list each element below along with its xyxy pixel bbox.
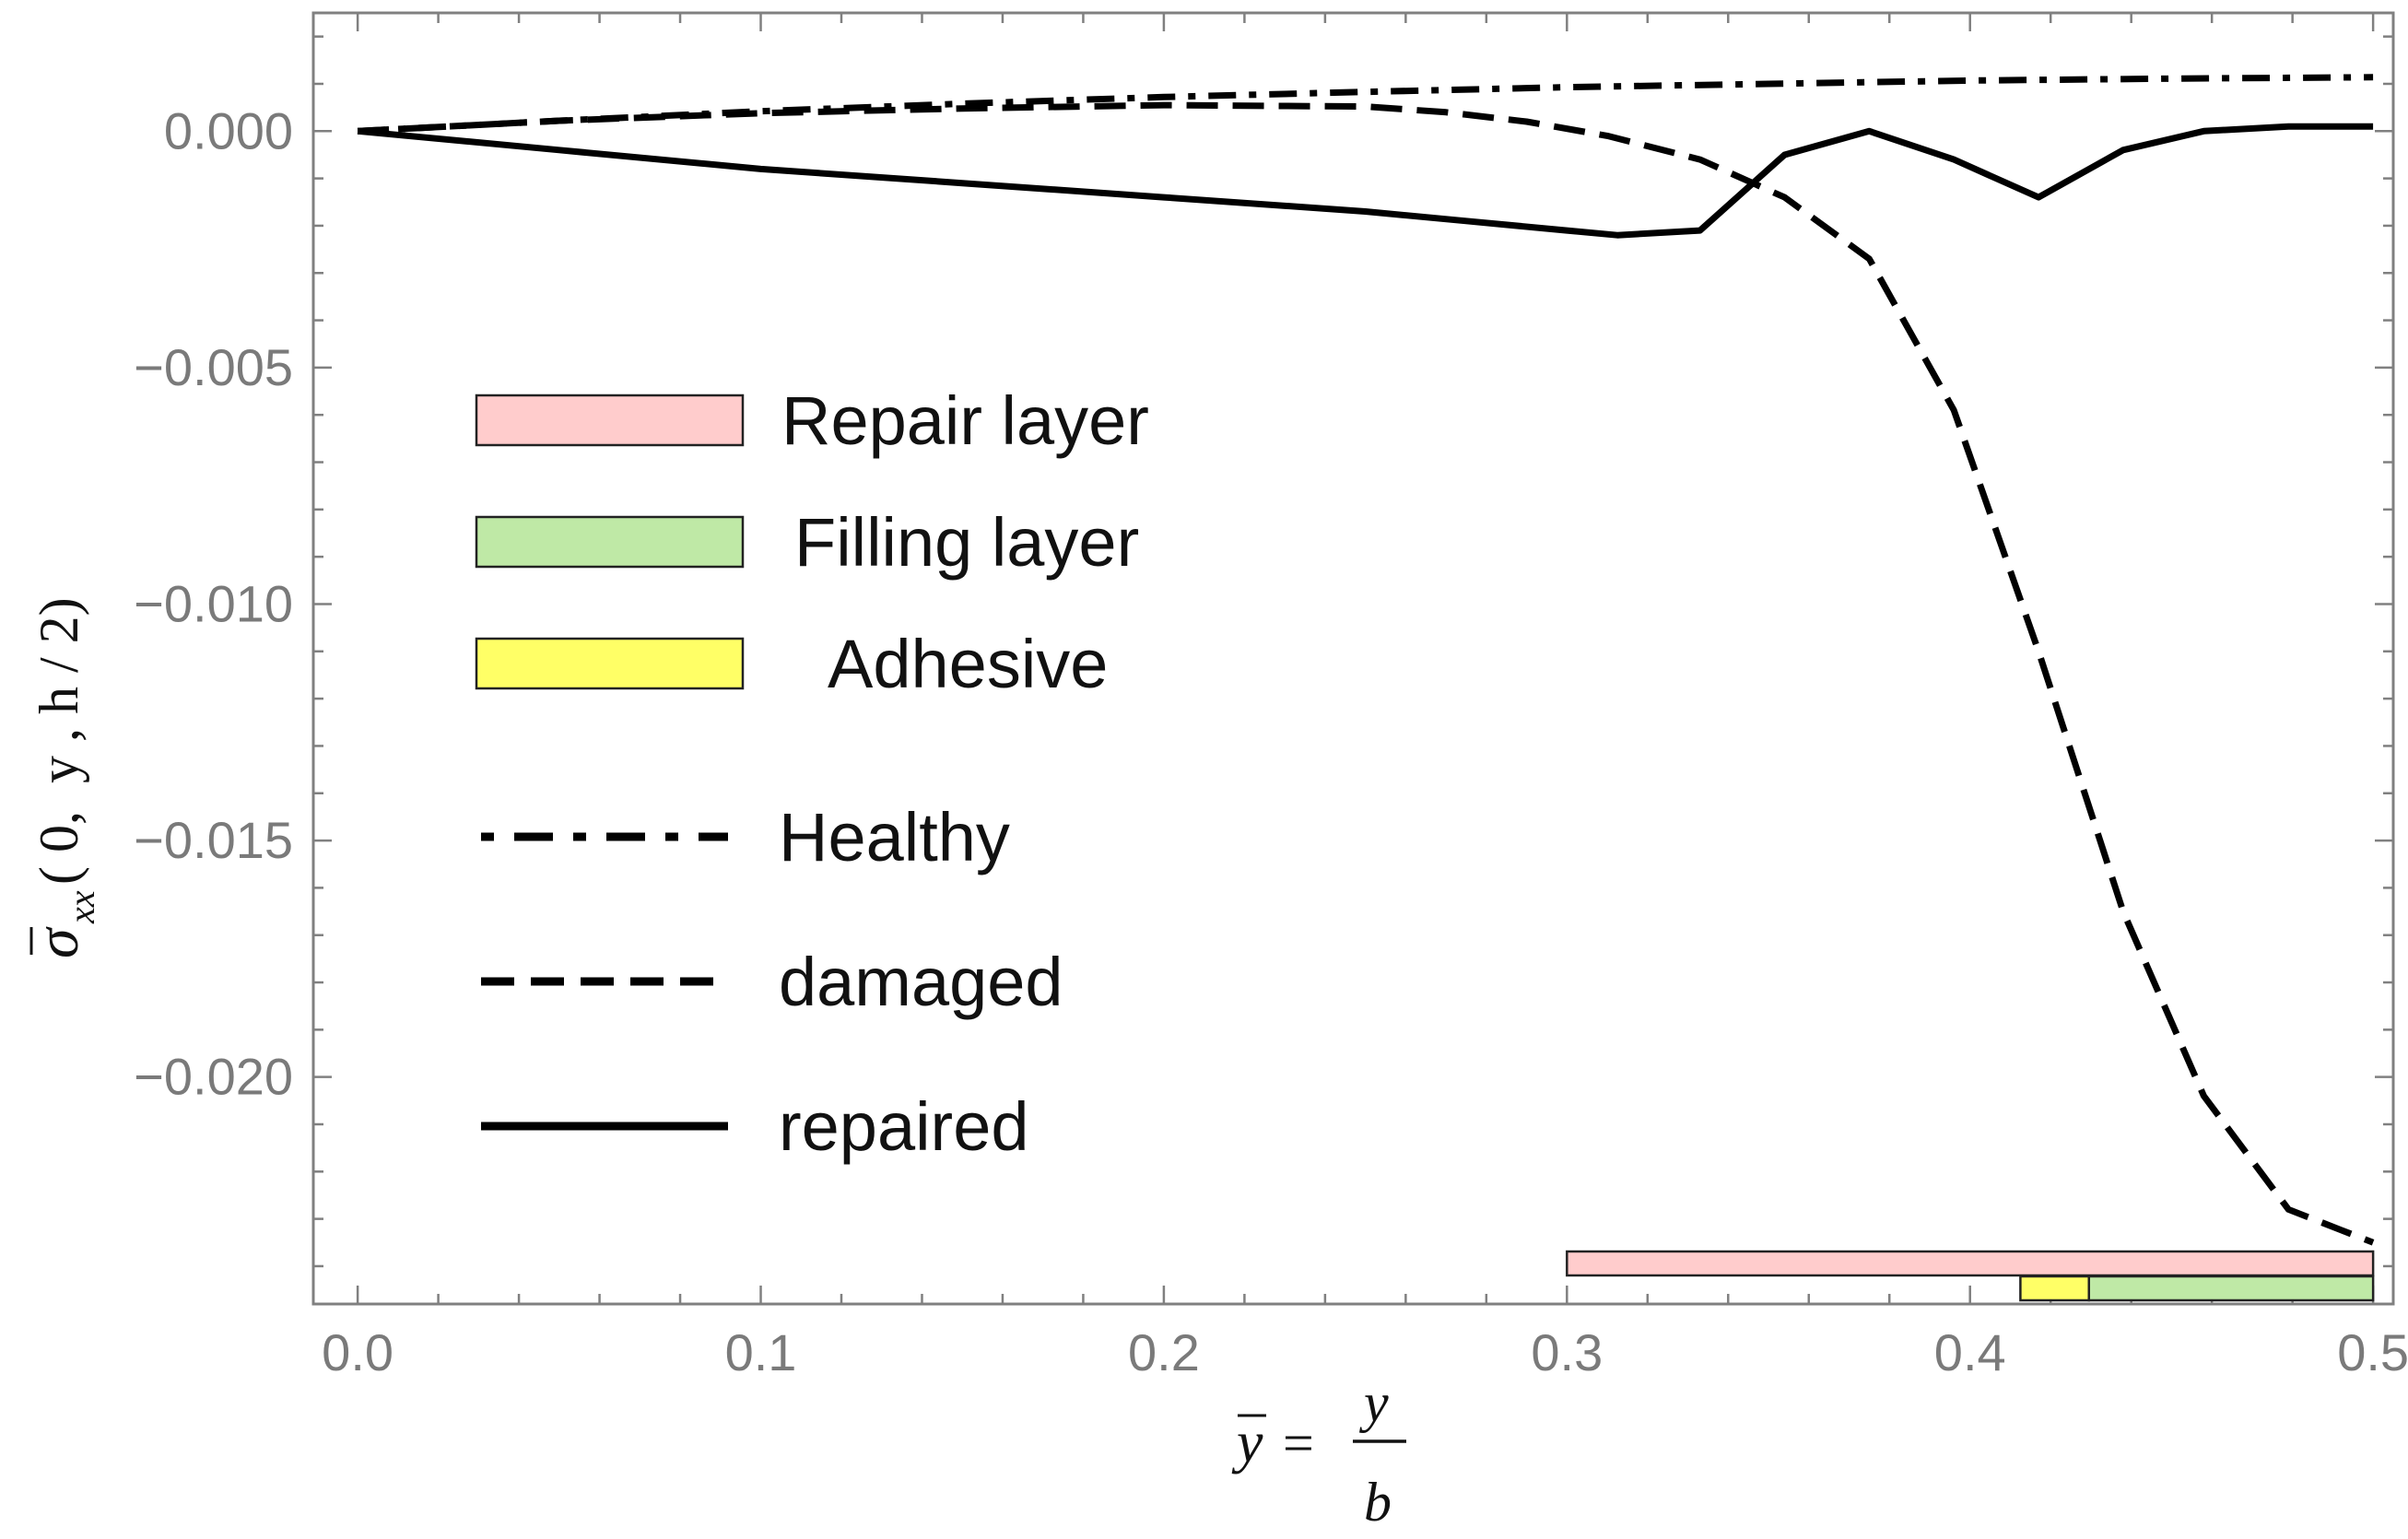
x-axis-label-ybar: y [1231, 1409, 1263, 1474]
plot-border [311, 11, 2395, 1306]
x-axis-label-denominator: b [1364, 1472, 1392, 1533]
legend-label-damaged: damaged [779, 944, 1063, 1020]
layer-bars [1566, 1250, 2375, 1302]
y-axis-label-sigma: σ [24, 926, 91, 958]
x-tick-label: 0.4 [1934, 1323, 2006, 1381]
y-axis-label: σ xx ( 0, y , h / 2) [24, 597, 102, 958]
axis-labels: y = y b σ xx ( 0, y , h / 2) [24, 597, 1406, 1533]
x-tick-label: 0.3 [1531, 1323, 1603, 1381]
legend-label-adhesive: Adhesive [828, 626, 1108, 702]
y-tick-label: −0.015 [134, 811, 293, 869]
x-tick-label: 0.5 [2337, 1323, 2408, 1381]
x-axis-label-equals: = [1283, 1413, 1314, 1474]
series-lines [357, 74, 2375, 1246]
y-tick-label: −0.005 [134, 338, 293, 396]
y-tick-label: −0.010 [134, 574, 293, 632]
legend-label-repaired: repaired [779, 1088, 1029, 1165]
bar-repair-layer [1566, 1250, 2375, 1277]
y-axis-label-subscript: xx [61, 890, 102, 924]
legend: Repair layer Filling layer Adhesive Healthy… [475, 382, 1149, 1165]
plot-frame: 0.0 0.1 0.2 0.3 0.4 0.5 0.000 −0.005 −0.010 −0.01… [134, 11, 2408, 1381]
x-tick-label: 0.0 [322, 1323, 394, 1381]
legend-swatch-filling-layer [475, 515, 745, 569]
x-axis-label: y = y b [1231, 1372, 1406, 1533]
x-tick-label: 0.2 [1128, 1323, 1200, 1381]
y-tick-label: 0.000 [164, 101, 293, 159]
bar-filling-layer [2087, 1275, 2375, 1302]
x-axis-label-numerator: y [1358, 1372, 1389, 1433]
legend-label-filling-layer: Filling layer [794, 504, 1139, 581]
series-line-repaired [357, 123, 2374, 239]
y-axis-label-args: ( 0, y , h / 2) [29, 597, 89, 885]
x-tick-label: 0.1 [725, 1323, 797, 1381]
y-tick-label: −0.020 [134, 1048, 293, 1106]
legend-swatch-adhesive [475, 637, 745, 690]
series-line-damaged [357, 101, 2375, 1246]
legend-label-repair-layer: Repair layer [781, 382, 1149, 459]
bar-adhesive [2019, 1275, 2091, 1302]
legend-label-healthy: Healthy [779, 799, 1010, 875]
legend-swatch-repair-layer [475, 394, 745, 447]
